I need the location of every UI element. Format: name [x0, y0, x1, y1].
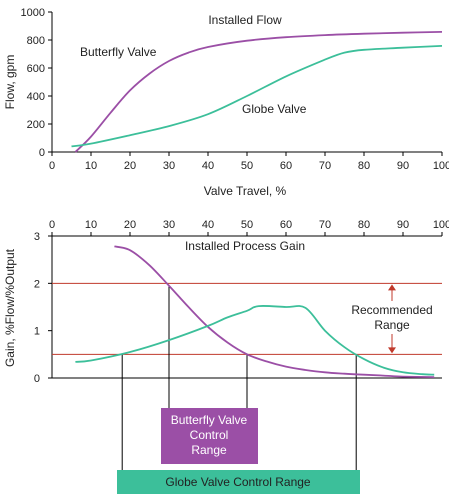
flow-chart-title: Installed Flow [208, 13, 282, 27]
flow-x-tick-label: 50 [241, 160, 253, 172]
flow-y-tick-label: 200 [27, 119, 45, 131]
butterfly-range-box-bg [161, 408, 258, 464]
gain-x-tick-label: 90 [397, 219, 409, 231]
gain-chart-y-axis-label: Gain, %Flow/%Output [3, 248, 17, 367]
flow-x-tick-label: 20 [124, 160, 136, 172]
gain-chart-title: Installed Process Gain [185, 239, 305, 253]
flow-x-tick-label: 30 [163, 160, 175, 172]
flow-x-tick-label: 10 [85, 160, 97, 172]
gain-y-tick-label: 2 [34, 278, 40, 290]
butterfly-control-range-box: Butterfly Valve Control Range [161, 408, 258, 464]
gain-chart-series [75, 245, 435, 378]
gain-x-tick-label: 20 [124, 219, 136, 231]
control-range-drop-lines [121, 285, 357, 470]
flow-x-tick-label: 40 [202, 160, 214, 172]
flow-x-tick-label: 100 [433, 160, 449, 172]
gain-x-tick-label: 0 [49, 219, 55, 231]
flow-chart-y-ticks: 0 200 400 600 800 1000 [21, 7, 52, 159]
gain-y-tick-label: 1 [34, 326, 40, 338]
flow-y-tick-label: 800 [27, 35, 45, 47]
gain-x-tick-label: 50 [241, 219, 253, 231]
gain-x-tick-label: 80 [358, 219, 370, 231]
flow-y-tick-label: 400 [27, 91, 45, 103]
flow-y-tick-label: 0 [39, 147, 45, 159]
flow-y-tick-label: 1000 [21, 7, 45, 19]
recommended-range-arrows [388, 284, 396, 354]
globe-range-box-label: Globe Valve Control Range [165, 475, 311, 489]
recommended-range-annotation: Recommended Range [351, 289, 433, 332]
flow-y-tick-label: 600 [27, 63, 45, 75]
recommended-arrow-up-head [388, 284, 396, 291]
gain-y-tick-label: 0 [34, 373, 40, 385]
gain-y-tick-label: 3 [34, 231, 40, 243]
butterfly-gain-line [114, 245, 435, 378]
gain-chart-y-ticks: 0 1 2 3 [34, 231, 52, 385]
recommended-range-label: Recommended Range [351, 303, 432, 332]
globe-gain-line [75, 305, 435, 376]
recommended-arrow-down-head [388, 347, 396, 354]
flow-x-tick-label: 80 [358, 160, 370, 172]
gain-chart: 0 10 20 30 40 50 60 70 80 90 100 0 1 2 3 Installed Pr… [3, 219, 449, 470]
butterfly-flow-line [74, 31, 443, 153]
gain-x-tick-label: 100 [433, 219, 449, 231]
globe-flow-line [71, 45, 443, 148]
flow-chart: 0 10 20 30 40 50 60 70 80 90 100 0 200 400 600 800 1000… [3, 7, 449, 198]
flow-chart-x-axis-label: Valve Travel, % [204, 184, 287, 198]
gain-chart-x-ticks: 0 10 20 30 40 50 60 70 80 90 100 [49, 219, 449, 236]
flow-chart-series [71, 31, 443, 153]
flow-x-tick-label: 70 [319, 160, 331, 172]
flow-chart-y-axis-label: Flow, gpm [3, 55, 17, 110]
flow-chart-x-ticks: 0 10 20 30 40 50 60 70 80 90 100 [49, 152, 449, 172]
globe-range-box-bg [117, 470, 360, 494]
globe-control-range-box: Globe Valve Control Range [117, 470, 360, 494]
flow-x-tick-label: 60 [280, 160, 292, 172]
butterfly-range-box-label: Butterfly Valve Control Range [171, 413, 248, 457]
gain-x-tick-label: 10 [85, 219, 97, 231]
gain-x-tick-label: 70 [319, 219, 331, 231]
gain-x-tick-label: 30 [163, 219, 175, 231]
gain-x-tick-label: 40 [202, 219, 214, 231]
flow-x-tick-label: 90 [397, 160, 409, 172]
gain-x-tick-label: 60 [280, 219, 292, 231]
globe-valve-series-label: Globe Valve [242, 102, 307, 116]
butterfly-valve-series-label: Butterfly Valve [80, 45, 157, 59]
flow-x-tick-label: 0 [49, 160, 55, 172]
